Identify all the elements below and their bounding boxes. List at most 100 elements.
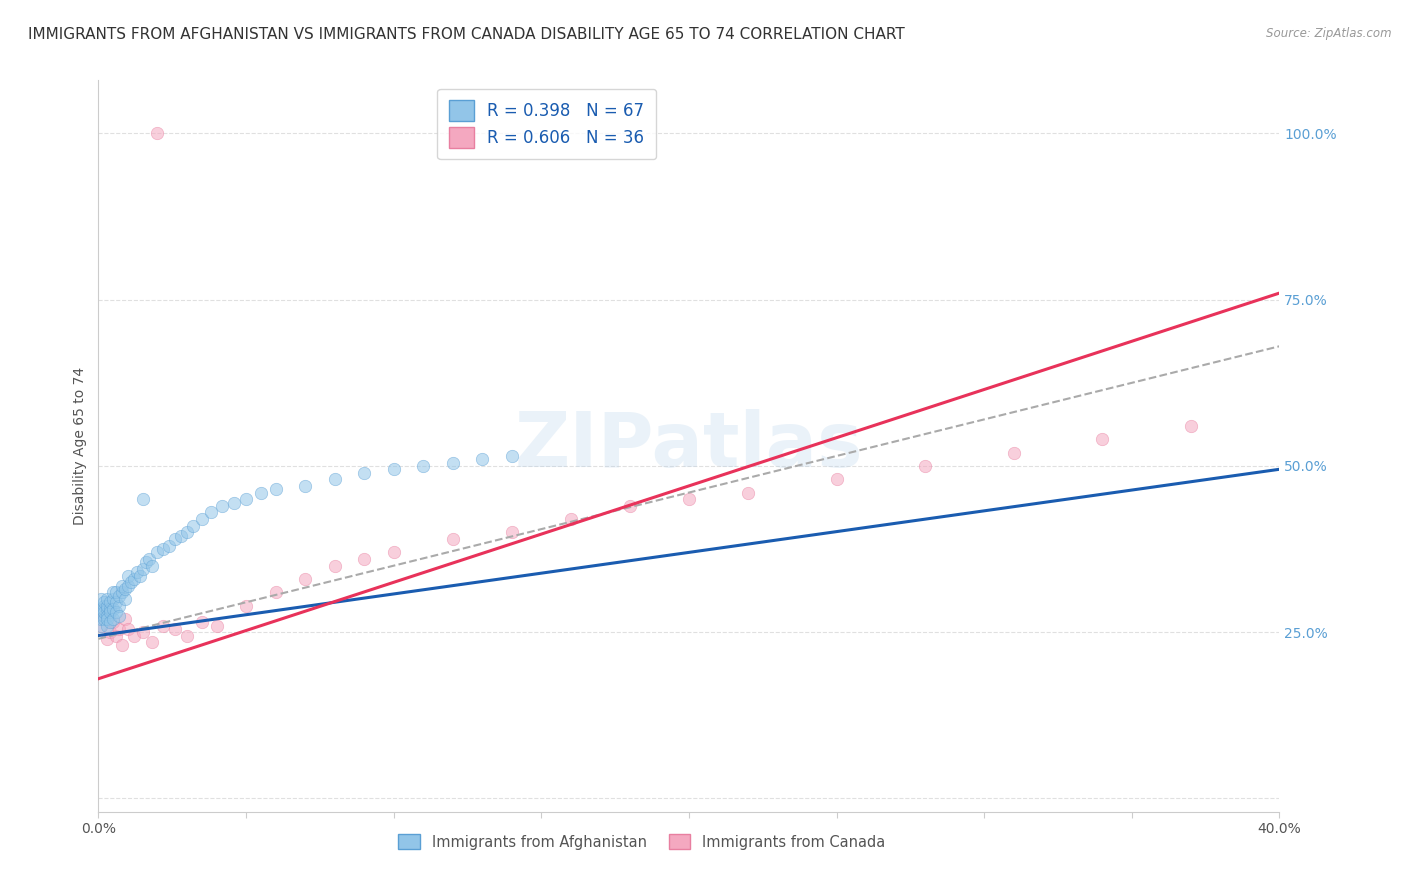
Point <box>441 532 464 546</box>
Point <box>90 612 112 626</box>
Point <box>96 599 118 613</box>
Point <box>619 499 641 513</box>
Point <box>105 595 128 609</box>
Point <box>146 545 169 559</box>
Point <box>90 591 112 606</box>
Point <box>146 127 169 141</box>
Point <box>108 622 131 636</box>
Point <box>250 485 273 500</box>
Point <box>501 525 523 540</box>
Point <box>264 482 287 496</box>
Point <box>152 618 174 632</box>
Text: IMMIGRANTS FROM AFGHANISTAN VS IMMIGRANTS FROM CANADA DISABILITY AGE 65 TO 74 CO: IMMIGRANTS FROM AFGHANISTAN VS IMMIGRANT… <box>28 27 905 42</box>
Point <box>914 458 936 473</box>
Point <box>125 566 148 580</box>
Point <box>211 499 233 513</box>
Point <box>108 608 131 623</box>
Point <box>294 479 316 493</box>
Point <box>117 579 139 593</box>
Point <box>323 472 346 486</box>
Point <box>200 506 222 520</box>
Point <box>152 542 174 557</box>
Point <box>120 575 142 590</box>
Point <box>93 595 115 609</box>
Point <box>382 545 405 559</box>
Point <box>111 639 134 653</box>
Text: ZIPatlas: ZIPatlas <box>515 409 863 483</box>
Point <box>90 618 112 632</box>
Point <box>114 612 136 626</box>
Point <box>105 585 128 599</box>
Point <box>132 625 155 640</box>
Point <box>191 615 214 630</box>
Point <box>114 591 136 606</box>
Point <box>176 628 198 642</box>
Point <box>105 605 128 619</box>
Point <box>1180 419 1202 434</box>
Point <box>138 552 160 566</box>
Point <box>103 602 125 616</box>
Point <box>96 591 118 606</box>
Point <box>90 602 112 616</box>
Point <box>235 599 257 613</box>
Point <box>111 579 134 593</box>
Point <box>205 618 228 632</box>
Point <box>90 618 112 632</box>
Point <box>98 615 121 630</box>
Point <box>98 595 121 609</box>
Point <box>165 532 187 546</box>
Point <box>132 492 155 507</box>
Point <box>353 466 375 480</box>
Point <box>96 608 118 623</box>
Point <box>825 472 848 486</box>
Point <box>114 582 136 596</box>
Point <box>93 605 115 619</box>
Point <box>93 599 115 613</box>
Point <box>93 608 115 623</box>
Point <box>93 608 115 623</box>
Point <box>224 495 246 509</box>
Point <box>96 602 118 616</box>
Point <box>1091 433 1114 447</box>
Point <box>96 612 118 626</box>
Point <box>105 628 128 642</box>
Point <box>117 622 139 636</box>
Point <box>103 585 125 599</box>
Point <box>96 618 118 632</box>
Point <box>98 602 121 616</box>
Point <box>141 558 163 573</box>
Point <box>141 635 163 649</box>
Point <box>170 529 193 543</box>
Point <box>382 462 405 476</box>
Point <box>128 568 150 582</box>
Point <box>501 449 523 463</box>
Point <box>441 456 464 470</box>
Text: Source: ZipAtlas.com: Source: ZipAtlas.com <box>1267 27 1392 40</box>
Point <box>678 492 700 507</box>
Point <box>108 589 131 603</box>
Point <box>264 585 287 599</box>
Point <box>96 632 118 646</box>
Point <box>108 599 131 613</box>
Point <box>191 512 214 526</box>
Point <box>176 525 198 540</box>
Point <box>122 628 145 642</box>
Point <box>412 458 434 473</box>
Point <box>353 552 375 566</box>
Point <box>122 572 145 586</box>
Point <box>157 539 180 553</box>
Point <box>98 605 121 619</box>
Y-axis label: Disability Age 65 to 74: Disability Age 65 to 74 <box>73 367 87 525</box>
Point <box>135 555 157 569</box>
Point <box>111 585 134 599</box>
Point <box>165 622 187 636</box>
Point <box>132 562 155 576</box>
Point <box>471 452 494 467</box>
Point <box>93 602 115 616</box>
Point <box>323 558 346 573</box>
Legend: Immigrants from Afghanistan, Immigrants from Canada: Immigrants from Afghanistan, Immigrants … <box>392 829 891 855</box>
Point <box>103 612 125 626</box>
Point <box>560 512 582 526</box>
Point <box>98 625 121 640</box>
Point <box>1002 445 1025 459</box>
